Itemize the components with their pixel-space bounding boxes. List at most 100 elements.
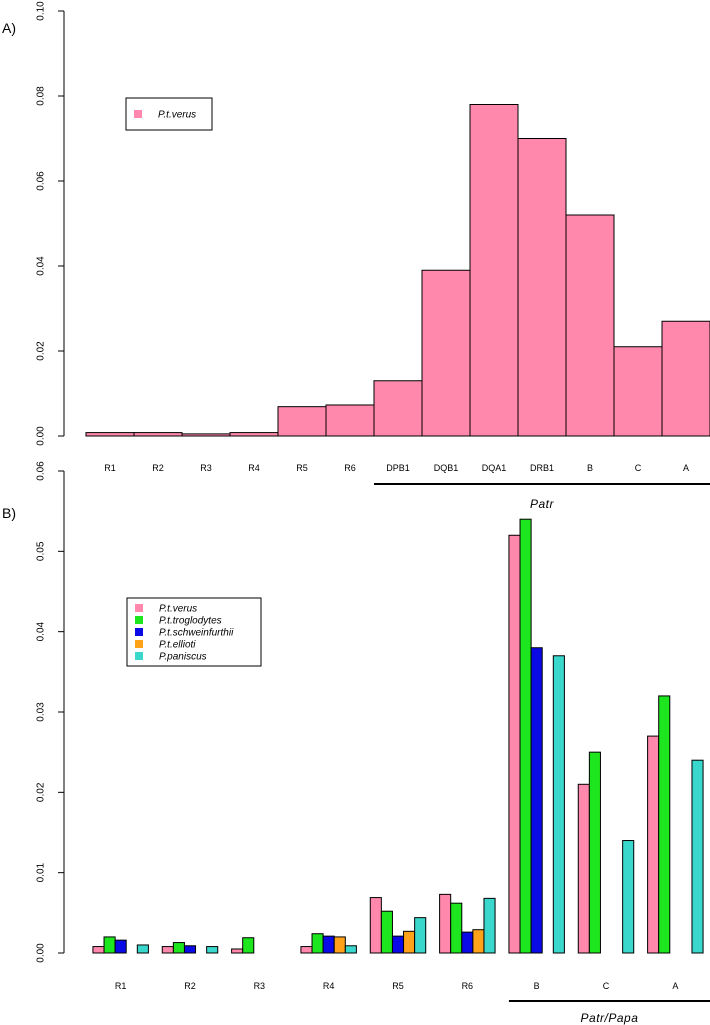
p2-legend-swatch-verus — [135, 604, 143, 612]
p1-category-label: R5 — [296, 463, 308, 473]
p1-category-label: R1 — [104, 463, 116, 473]
p2-bar-C-paniscus — [622, 840, 635, 954]
p2-legend-box — [126, 597, 262, 667]
p2-legend-swatch-paniscus — [135, 652, 143, 660]
p1-y-tick-label: 0.10 — [36, 1, 47, 21]
p1-bar-DQA1-verus — [469, 104, 519, 437]
p2-bar-R4-paniscus — [344, 945, 357, 954]
p2-bar-R3-troglodytes — [242, 937, 255, 954]
p2-category-label: R3 — [254, 981, 266, 991]
p2-group-label: Patr/Papa — [581, 1011, 639, 1025]
p1-category-label: DRB1 — [530, 463, 554, 473]
p2-category-label: R6 — [462, 981, 474, 991]
p2-panel-label: B) — [2, 505, 16, 521]
p2-y-tick-label: 0.01 — [36, 862, 47, 882]
p2-bar-R4-troglodytes — [311, 933, 324, 954]
p1-category-label: R2 — [152, 463, 164, 473]
p1-category-label: A — [683, 463, 689, 473]
p2-category-label: A — [672, 981, 678, 991]
p1-bar-DPB1-verus — [373, 380, 423, 437]
p2-y-tick-label: 0.02 — [36, 782, 47, 802]
p2-legend-label-ellioti: P.t.ellioti — [159, 640, 196, 651]
p2-bar-A-paniscus — [691, 759, 704, 954]
p2-bar-R2-schweinfurthii — [183, 945, 197, 954]
p2-bar-R3-verus — [231, 948, 244, 954]
p2-legend-swatch-schweinfurthii — [135, 628, 143, 636]
p2-legend-label-paniscus: P.paniscus — [159, 652, 207, 663]
p2-bar-R6-troglodytes — [450, 902, 463, 954]
p2-legend-swatch-ellioti — [135, 640, 143, 648]
p2-bar-A-troglodytes — [658, 695, 671, 954]
p1-bar-R5-verus — [277, 406, 327, 437]
p2-legend-label-verus: P.t.verus — [159, 604, 197, 615]
p1-bar-R2-verus — [133, 432, 183, 437]
p1-category-label: C — [635, 463, 642, 473]
p2-y-tick-label: 0.05 — [36, 541, 47, 561]
p2-bar-R4-schweinfurthii — [322, 935, 335, 954]
p1-category-label: R3 — [200, 463, 212, 473]
p2-bar-B-schweinfurthii — [530, 647, 543, 954]
p2-bar-B-verus — [508, 534, 521, 954]
p1-bar-DQB1-verus — [421, 269, 471, 437]
p2-bar-R5-verus — [369, 897, 382, 954]
p1-y-tick-label: 0.06 — [36, 171, 47, 191]
p1-group-label: Patr — [530, 497, 555, 511]
p2-bar-C-verus — [577, 783, 590, 954]
p2-bar-R1-troglodytes — [103, 936, 116, 954]
p1-bar-A-verus — [661, 320, 710, 437]
p1-y-tick-label: 0.04 — [36, 256, 47, 276]
p2-category-label: C — [603, 981, 610, 991]
p2-bar-R2-paniscus — [206, 946, 219, 954]
p2-bar-A-verus — [647, 735, 660, 954]
p1-category-label: B — [587, 463, 593, 473]
p1-category-label: DPB1 — [386, 463, 410, 473]
p2-bar-R5-paniscus — [414, 917, 427, 954]
p1-bar-R3-verus — [181, 433, 231, 437]
p1-legend-swatch-verus — [134, 110, 142, 118]
p1-y-tick-label: 0.02 — [36, 341, 47, 361]
p1-category-label: DQB1 — [434, 463, 459, 473]
p1-bar-R4-verus — [229, 432, 279, 437]
p1-y-tick-label: 0.08 — [36, 86, 47, 106]
p2-bar-R5-troglodytes — [380, 910, 393, 954]
p2-bar-R2-verus — [161, 946, 174, 954]
p2-bar-R1-schweinfurthii — [114, 939, 127, 954]
p2-y-tick-label: 0.03 — [36, 702, 47, 722]
p2-y-tick-label: 0.00 — [36, 943, 47, 963]
p1-category-label: R4 — [248, 463, 260, 473]
p2-bar-C-troglodytes — [588, 751, 601, 954]
p2-bar-R5-schweinfurthii — [391, 935, 405, 954]
p2-bar-R6-paniscus — [483, 897, 496, 954]
p2-category-label: B — [534, 981, 540, 991]
p2-bar-B-troglodytes — [519, 518, 532, 954]
p1-panel-label: A) — [2, 20, 16, 36]
p1-bar-DRB1-verus — [517, 138, 567, 437]
p2-y-tick-label: 0.04 — [36, 621, 47, 641]
p2-bar-R5-ellioti — [403, 930, 416, 954]
p2-category-label: R4 — [323, 981, 335, 991]
p2-y-tick-label: 0.06 — [36, 461, 47, 481]
p1-legend-label-verus: P.t.verus — [158, 110, 196, 121]
p2-bar-R6-schweinfurthii — [461, 931, 474, 954]
p2-bar-R1-paniscus — [136, 944, 149, 954]
p2-bar-R6-verus — [439, 893, 452, 954]
p2-bar-R4-verus — [300, 946, 313, 954]
p1-y-tick-label: 0.00 — [36, 426, 47, 446]
p1-bar-R1-verus — [85, 432, 135, 437]
p2-bar-R2-troglodytes — [172, 942, 185, 954]
p2-legend-label-schweinfurthii: P.t.schweinfurthii — [159, 628, 234, 639]
p2-bar-R1-verus — [92, 946, 105, 954]
p1-bar-R6-verus — [325, 404, 375, 437]
p2-category-label: R1 — [115, 981, 127, 991]
p2-category-label: R5 — [392, 981, 404, 991]
p2-legend-label-troglodytes: P.t.troglodytes — [159, 616, 222, 627]
p2-bar-R6-ellioti — [472, 929, 485, 954]
p1-category-label: DQA1 — [482, 463, 507, 473]
p2-legend-swatch-troglodytes — [135, 616, 143, 624]
p1-bar-B-verus — [565, 214, 615, 437]
p2-bar-B-paniscus — [552, 655, 565, 954]
p1-bar-C-verus — [613, 346, 663, 437]
p2-category-label: R2 — [184, 981, 196, 991]
p2-bar-R4-ellioti — [333, 936, 346, 954]
